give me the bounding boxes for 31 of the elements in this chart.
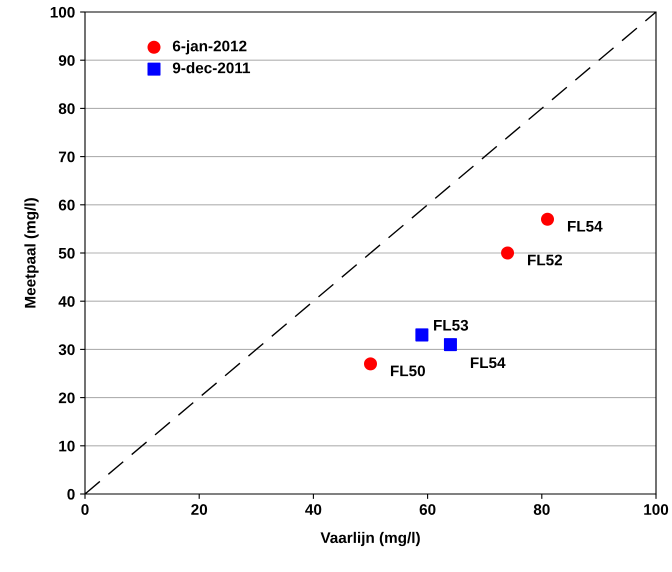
y-tick-label: 40 bbox=[58, 296, 75, 307]
annotation: FL53 bbox=[434, 320, 468, 331]
point bbox=[501, 246, 514, 260]
point bbox=[444, 338, 457, 352]
point bbox=[415, 328, 428, 342]
y-tick-label: 20 bbox=[58, 392, 75, 404]
y-tick-label: 80 bbox=[58, 103, 75, 114]
x-tick-label: 80 bbox=[534, 504, 550, 515]
x-tick-label: 20 bbox=[191, 504, 208, 515]
annotation: FL52 bbox=[528, 254, 562, 266]
y-tick-label: 30 bbox=[58, 344, 75, 356]
y-tick-label: 60 bbox=[58, 200, 75, 210]
y-tick-label: 90 bbox=[58, 55, 75, 66]
x-tick-label: 40 bbox=[305, 504, 322, 515]
annotation: FL50 bbox=[390, 365, 425, 376]
x-axis-title: Vaarlijn (mg/l) bbox=[320, 532, 420, 546]
y-axis-title: Meetpaal (mg/l) bbox=[24, 198, 39, 308]
y-tick-label: 10 bbox=[59, 440, 75, 452]
point bbox=[364, 357, 378, 370]
annotation: FL54 bbox=[470, 357, 506, 368]
y-tick-label: 0 bbox=[67, 488, 75, 500]
x-tick-label: 0 bbox=[81, 504, 89, 515]
y-tick-label: 50 bbox=[58, 248, 75, 259]
legend-label: 6-jan-2012 bbox=[172, 40, 246, 54]
annotation: FL54 bbox=[568, 221, 603, 232]
y-tick-label: 100 bbox=[50, 6, 75, 18]
x-tick-label: 60 bbox=[420, 504, 436, 515]
legend-label: 9-dec-2011 bbox=[172, 62, 250, 74]
x-tick-label: 100 bbox=[644, 504, 668, 515]
y-tick-label: 70 bbox=[58, 151, 75, 162]
point bbox=[541, 212, 554, 226]
